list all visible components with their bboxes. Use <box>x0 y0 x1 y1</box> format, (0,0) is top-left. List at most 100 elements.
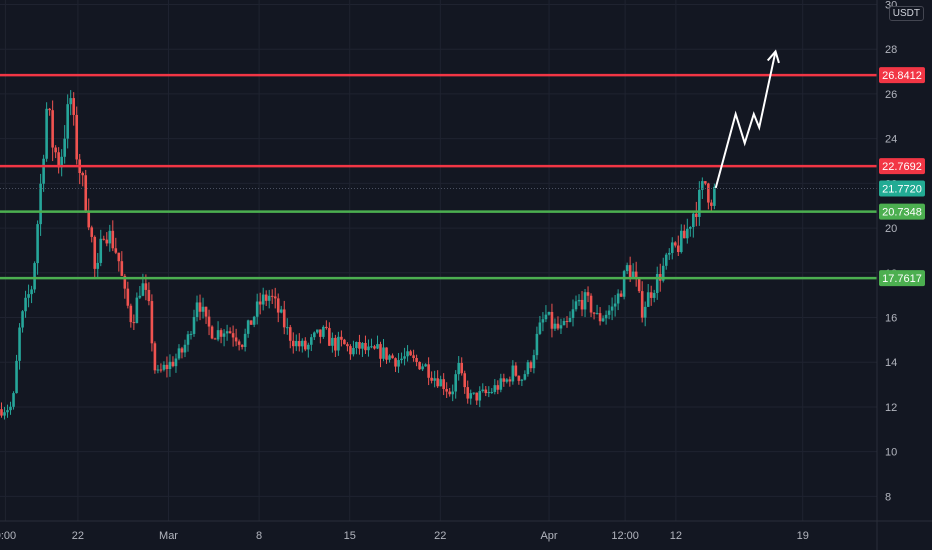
candle-body <box>478 391 482 401</box>
candle-body <box>12 393 15 407</box>
candle-body <box>679 230 683 253</box>
candle-body <box>150 301 154 344</box>
candle-body <box>391 355 394 359</box>
candle-body <box>87 211 91 228</box>
candles <box>0 90 716 420</box>
candle-body <box>463 373 467 388</box>
candle-body <box>376 344 379 349</box>
candle-body <box>409 351 412 356</box>
candle-body <box>141 283 145 296</box>
candle-body <box>81 173 85 176</box>
candle-body <box>676 245 680 253</box>
candle-body <box>517 375 521 381</box>
candle-body <box>282 309 286 328</box>
candle-body <box>291 340 295 347</box>
candle-body <box>379 344 382 359</box>
candle-body <box>406 351 409 357</box>
candle-body <box>367 346 370 351</box>
y-tick-label: 14 <box>885 357 897 369</box>
candle-body <box>439 379 442 387</box>
candle-body <box>84 175 88 212</box>
candle-body <box>604 314 608 319</box>
candle-body <box>270 295 274 297</box>
candle-body <box>649 292 653 298</box>
candle-body <box>580 299 584 310</box>
candle-body <box>514 365 518 376</box>
candle-body <box>670 242 674 253</box>
y-tick-label: 30 <box>885 0 897 11</box>
candle-body <box>51 110 54 148</box>
candle-body <box>96 262 100 269</box>
y-tick-label: 24 <box>885 134 897 146</box>
candle-body <box>346 344 349 347</box>
candle-body <box>225 331 229 334</box>
candle-body <box>610 306 614 311</box>
candle-body <box>213 338 217 340</box>
x-tick-label: 8 <box>256 530 262 542</box>
candle-body <box>625 265 629 272</box>
candle-body <box>264 294 268 301</box>
candle-body <box>601 318 605 322</box>
projection-arrowhead <box>766 49 780 64</box>
candle-body <box>577 299 581 302</box>
candle-body <box>153 343 157 371</box>
candle-body <box>652 292 656 298</box>
y-tick-label: 8 <box>885 491 891 503</box>
candle-body <box>105 239 109 244</box>
candle-body <box>487 391 491 394</box>
candle-body <box>505 379 509 382</box>
candle-body <box>258 301 262 305</box>
support-upper-badge-label: 20.7348 <box>882 207 922 219</box>
candle-body <box>667 252 671 255</box>
candle-body <box>219 330 223 337</box>
candle-body <box>183 344 187 353</box>
candle-body <box>307 344 310 350</box>
candle-body <box>373 346 376 349</box>
x-tick-label: 12 <box>670 530 682 542</box>
candle-body <box>475 392 479 401</box>
candle-body <box>24 297 27 312</box>
candle-body <box>370 346 373 348</box>
candle-body <box>114 248 118 253</box>
candle-body <box>195 302 199 317</box>
candle-body <box>565 321 569 323</box>
candle-body <box>63 138 66 157</box>
currency-badge[interactable]: USDT <box>888 6 924 21</box>
candle-body <box>319 329 322 337</box>
x-tick-label: 22 <box>434 530 446 542</box>
candle-body <box>701 181 704 190</box>
candle-body <box>6 410 9 413</box>
candle-body <box>664 254 668 266</box>
candle-body <box>279 309 283 313</box>
candle-body <box>538 322 542 334</box>
candle-body <box>171 361 175 367</box>
candle-body <box>448 391 451 395</box>
candle-body <box>72 98 75 115</box>
candle-body <box>520 379 524 381</box>
candle-body <box>352 348 355 355</box>
candle-body <box>201 306 205 312</box>
candle-body <box>628 265 632 279</box>
y-tick-label: 16 <box>885 313 897 325</box>
candle-body <box>240 344 244 347</box>
candle-body <box>288 327 292 341</box>
candle-body <box>325 326 328 329</box>
candle-body <box>562 321 566 326</box>
x-tick-label: 12:00 <box>611 530 639 542</box>
candle-body <box>300 340 304 347</box>
candle-body <box>388 355 391 360</box>
candle-body <box>361 342 364 349</box>
x-tick-label: Mar <box>159 530 178 542</box>
candle-body <box>508 379 512 382</box>
candle-body <box>27 294 30 298</box>
candle-body <box>589 295 593 313</box>
candle-body <box>686 228 689 239</box>
projection-path <box>714 51 777 189</box>
candle-body <box>297 341 301 347</box>
candle-body <box>108 230 112 244</box>
candle-body <box>39 183 42 225</box>
candle-body <box>469 393 473 399</box>
candle-body <box>322 326 325 337</box>
